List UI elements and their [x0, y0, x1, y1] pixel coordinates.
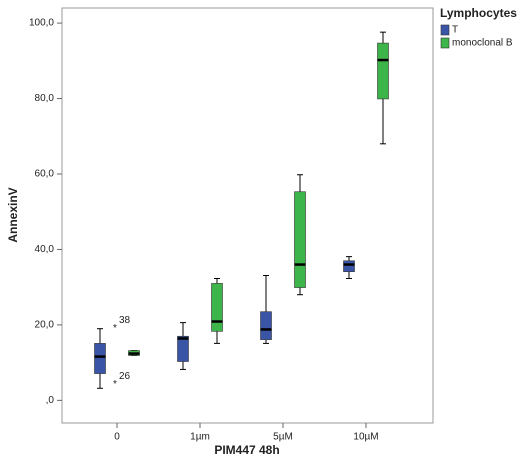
box [377, 42, 389, 100]
y-tick-label: 40,0 [35, 244, 55, 255]
x-tick-label: 1µm [190, 432, 210, 443]
y-tick-label: ,0 [46, 395, 55, 406]
box [343, 260, 355, 273]
legend-label: T [452, 25, 458, 36]
box [211, 283, 223, 332]
legend-swatch [440, 37, 450, 49]
legend-swatch [440, 24, 450, 36]
box [94, 343, 106, 374]
x-tick-label: 10µM [353, 432, 378, 443]
outlier: * [113, 379, 117, 390]
legend-label: monoclonal B [452, 38, 513, 49]
box [177, 335, 189, 362]
plot-area [61, 7, 434, 424]
x-axis-title: PIM447 48h [214, 443, 279, 457]
y-tick-label: 60,0 [35, 169, 55, 180]
x-tick-label: 5µM [273, 432, 293, 443]
y-tick-label: 80,0 [35, 93, 55, 104]
outlier: * [113, 323, 117, 334]
outlier-label: 26 [119, 371, 131, 382]
y-tick-label: 20,0 [35, 320, 55, 331]
y-axis-title: AnnexinV [6, 187, 20, 242]
x-tick-label: 0 [114, 432, 120, 443]
box [294, 191, 306, 288]
box [260, 311, 272, 340]
outlier-label: 38 [119, 315, 131, 326]
legend-title: Lymphocytes [440, 6, 517, 20]
y-tick-label: 100,0 [29, 18, 54, 29]
